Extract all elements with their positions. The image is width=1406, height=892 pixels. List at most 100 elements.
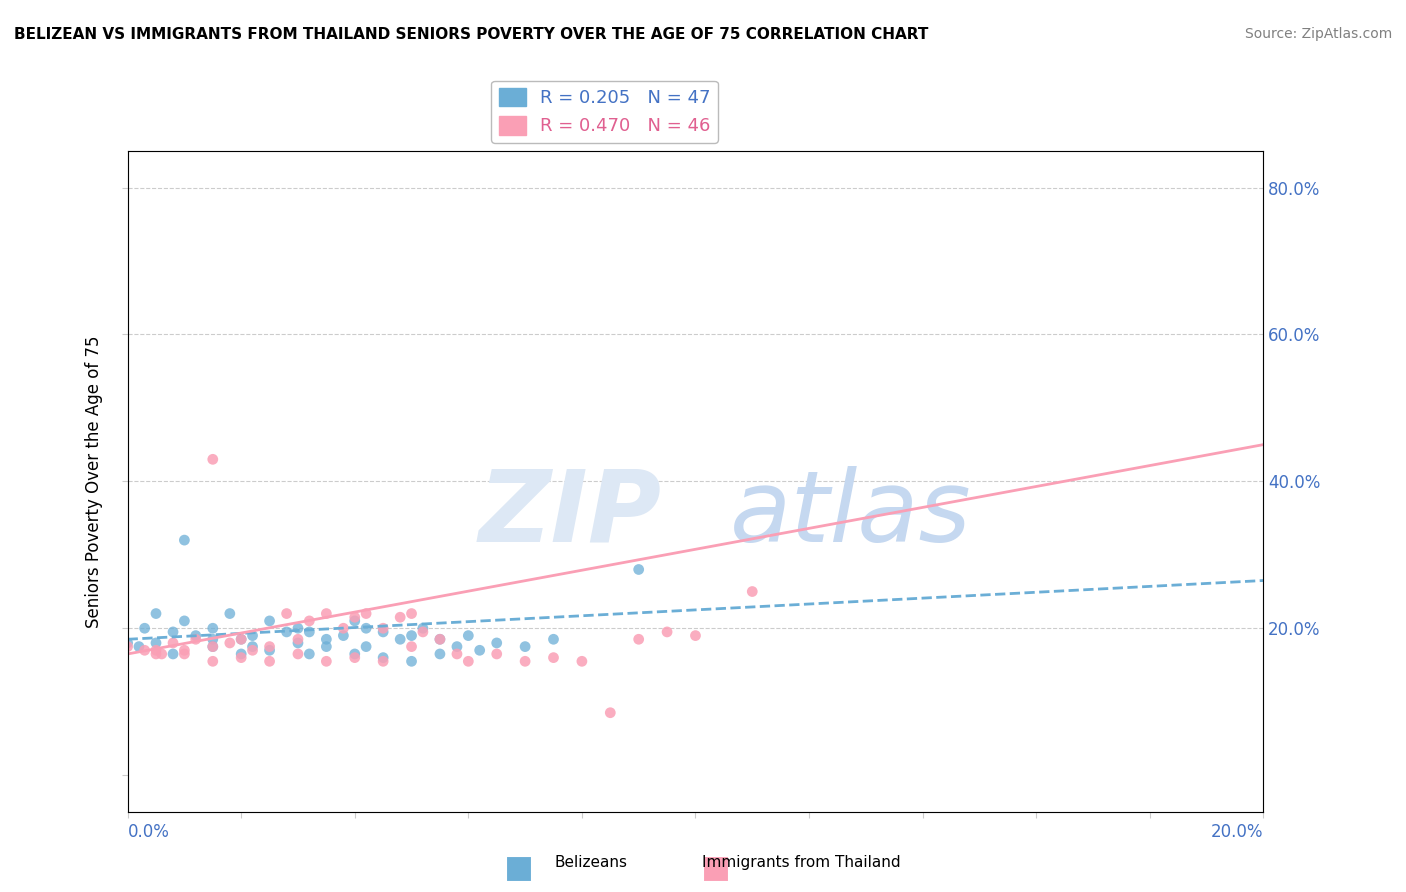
Point [354, 621, 377, 635]
Point [332, 629, 354, 643]
Point [201, 654, 224, 668]
Point [412, 621, 434, 635]
Point [242, 640, 264, 654]
Point [184, 629, 207, 643]
Point [287, 621, 309, 635]
Point [162, 636, 184, 650]
Point [332, 621, 354, 635]
Point [373, 621, 395, 635]
Point [218, 636, 240, 650]
Point [429, 647, 451, 661]
Point [627, 562, 650, 576]
Point [401, 654, 423, 668]
Point [276, 624, 298, 639]
Point [343, 647, 366, 661]
Point [201, 632, 224, 647]
Text: Belizeans: Belizeans [554, 855, 627, 870]
Point [145, 636, 167, 650]
Point [134, 621, 156, 635]
Text: ZIP: ZIP [478, 466, 661, 563]
Point [343, 610, 366, 624]
Point [184, 632, 207, 647]
Point [599, 706, 621, 720]
Point [201, 640, 224, 654]
Point [173, 647, 195, 661]
Point [173, 533, 195, 548]
Point [298, 614, 321, 628]
Point [655, 624, 678, 639]
Point [287, 647, 309, 661]
Point [134, 643, 156, 657]
Point [145, 643, 167, 657]
Point [315, 640, 337, 654]
Point [117, 640, 139, 654]
Point [315, 632, 337, 647]
Point [162, 624, 184, 639]
Point [429, 632, 451, 647]
Point [218, 607, 240, 621]
Point [401, 640, 423, 654]
Point [315, 654, 337, 668]
Point [315, 607, 337, 621]
Point [571, 654, 593, 668]
Point [389, 610, 412, 624]
Point [231, 632, 253, 647]
Point [259, 614, 281, 628]
Point [457, 629, 479, 643]
Point [468, 643, 491, 657]
Point [259, 643, 281, 657]
Point [354, 607, 377, 621]
Text: 0.0%: 0.0% [128, 823, 170, 841]
Point [373, 650, 395, 665]
Point [162, 647, 184, 661]
Point [446, 647, 468, 661]
Point [298, 647, 321, 661]
Text: atlas: atlas [730, 466, 972, 563]
Point [343, 650, 366, 665]
Point [242, 629, 264, 643]
Text: Immigrants from Thailand: Immigrants from Thailand [702, 855, 901, 870]
Point [457, 654, 479, 668]
Point [627, 632, 650, 647]
Point [231, 650, 253, 665]
Point [259, 640, 281, 654]
Point [287, 636, 309, 650]
Y-axis label: Seniors Poverty Over the Age of 75: Seniors Poverty Over the Age of 75 [86, 335, 103, 628]
Point [401, 629, 423, 643]
Point [485, 647, 508, 661]
Point [429, 632, 451, 647]
Point [513, 654, 536, 668]
Point [685, 629, 707, 643]
Point [259, 654, 281, 668]
Point [373, 654, 395, 668]
Point [373, 624, 395, 639]
Point [128, 640, 150, 654]
Point [145, 607, 167, 621]
Point [276, 607, 298, 621]
Text: BELIZEAN VS IMMIGRANTS FROM THAILAND SENIORS POVERTY OVER THE AGE OF 75 CORRELAT: BELIZEAN VS IMMIGRANTS FROM THAILAND SEN… [14, 27, 928, 42]
Point [412, 624, 434, 639]
Point [354, 640, 377, 654]
Point [231, 632, 253, 647]
Point [343, 614, 366, 628]
Text: 20.0%: 20.0% [1211, 823, 1264, 841]
Point [173, 643, 195, 657]
Point [401, 607, 423, 621]
Point [173, 614, 195, 628]
Point [242, 643, 264, 657]
Point [145, 647, 167, 661]
Point [201, 452, 224, 467]
Point [741, 584, 763, 599]
Point [543, 632, 565, 647]
Point [231, 647, 253, 661]
Text: Source: ZipAtlas.com: Source: ZipAtlas.com [1244, 27, 1392, 41]
Legend: R = 0.205   N = 47, R = 0.470   N = 46: R = 0.205 N = 47, R = 0.470 N = 46 [491, 80, 718, 143]
Point [485, 636, 508, 650]
Point [298, 624, 321, 639]
Point [446, 640, 468, 654]
Point [201, 621, 224, 635]
Point [150, 647, 173, 661]
Point [287, 632, 309, 647]
Point [201, 640, 224, 654]
Point [117, 636, 139, 650]
